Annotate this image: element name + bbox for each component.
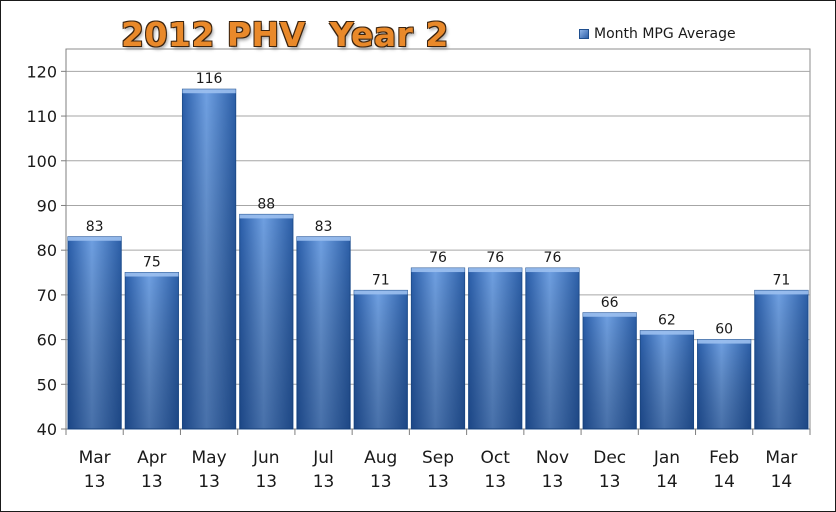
x-tick-label-month: Nov [536, 448, 569, 468]
legend: Month MPG Average [579, 26, 736, 42]
bar-shade [468, 268, 522, 429]
data-label: 71 [372, 272, 390, 288]
x-tick-label-month: Feb [709, 448, 739, 468]
bar-shade [411, 268, 465, 429]
bar-shade [182, 89, 236, 429]
bar-cap [525, 268, 580, 273]
x-tick-label-year: 13 [84, 472, 106, 492]
x-tick-label-month: Oct [481, 448, 511, 468]
bar-shade [296, 236, 351, 429]
legend-label: Month MPG Average [594, 26, 736, 42]
bar-shade [68, 236, 122, 429]
y-tick-label: 110 [26, 107, 57, 126]
bar-cap [411, 268, 465, 273]
y-tick-label: 80 [37, 241, 57, 260]
bar-shade [697, 339, 751, 429]
data-label: 83 [315, 219, 333, 235]
x-tick-label-month: Mar [765, 448, 797, 468]
data-label: 71 [772, 272, 790, 288]
bar-cap [468, 268, 522, 273]
x-tick-label-year: 14 [771, 472, 793, 492]
bar-cap [697, 339, 751, 344]
bar-cap [125, 272, 179, 277]
bar-cap [239, 214, 293, 219]
bar-shade [754, 290, 808, 429]
x-tick-label-month: Apr [137, 448, 166, 468]
data-label: 66 [601, 295, 619, 311]
x-tick-label-year: 13 [370, 472, 392, 492]
x-tick-label-year: 13 [198, 472, 220, 492]
bar-shade [239, 214, 293, 429]
bar-shade [583, 312, 637, 429]
bar-cap [296, 236, 351, 241]
bar-cap [182, 89, 236, 94]
x-tick-label-year: 13 [542, 472, 564, 492]
bar-cap [68, 236, 122, 241]
data-label: 116 [196, 71, 223, 87]
bar-shade [640, 330, 694, 429]
x-tick-label-year: 14 [656, 472, 678, 492]
bar-cap [354, 290, 408, 295]
x-tick-label-month: May [191, 448, 226, 468]
y-tick-label: 90 [37, 196, 57, 215]
x-tick-label-year: 14 [713, 472, 735, 492]
y-tick-label: 100 [26, 152, 57, 171]
data-label: 62 [658, 313, 676, 329]
bar-shade [354, 290, 408, 429]
data-label: 83 [86, 219, 104, 235]
data-label: 76 [544, 250, 562, 266]
x-tick-label-month: Dec [593, 448, 626, 468]
x-tick-label-month: Jun [252, 448, 280, 468]
bar-shade [125, 272, 179, 429]
chart-title: 2012 PHV Year 2 [121, 15, 449, 54]
y-tick-label: 50 [37, 375, 57, 394]
data-label: 76 [486, 250, 504, 266]
y-tick-label: 40 [37, 420, 57, 439]
x-tick-label-month: Jul [312, 448, 334, 468]
x-tick-label-month: Jan [653, 448, 680, 468]
bar-cap [640, 330, 694, 335]
x-tick-label-year: 13 [255, 472, 277, 492]
x-tick-label-year: 13 [427, 472, 449, 492]
y-tick-label: 60 [37, 331, 57, 350]
bar-shade [525, 268, 580, 429]
bar-cap [754, 290, 808, 295]
y-tick-label: 70 [37, 286, 57, 305]
x-tick-label-month: Mar [79, 448, 111, 468]
data-label: 88 [257, 196, 275, 212]
x-tick-label-month: Sep [422, 448, 454, 468]
legend-swatch [579, 29, 589, 39]
x-tick-label-month: Aug [364, 448, 397, 468]
x-tick-label-year: 13 [599, 472, 621, 492]
x-tick-label-year: 13 [313, 472, 335, 492]
data-label: 75 [143, 255, 161, 271]
bar-cap [583, 312, 637, 317]
x-tick-label-year: 13 [484, 472, 506, 492]
x-tick-label-year: 13 [141, 472, 163, 492]
data-label: 76 [429, 250, 447, 266]
data-label: 60 [715, 322, 733, 338]
y-tick-label: 120 [26, 62, 57, 81]
